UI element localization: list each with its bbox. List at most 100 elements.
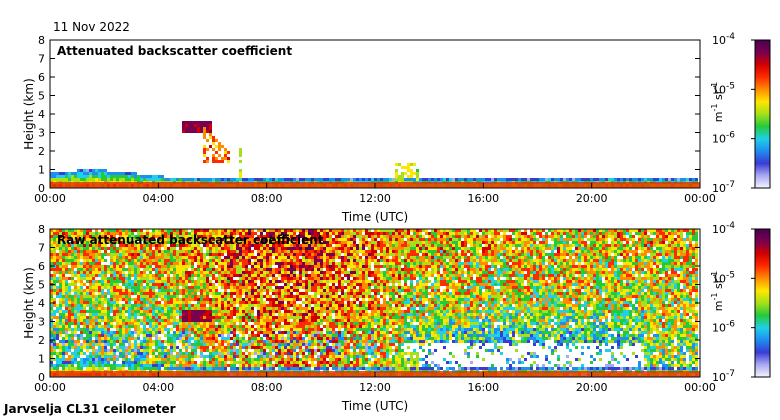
heatmap-cell <box>98 175 101 178</box>
heatmap-cell <box>236 238 239 241</box>
heatmap-cell <box>407 175 410 178</box>
heatmap-cell <box>212 250 215 253</box>
heatmap-cell <box>107 280 110 283</box>
heatmap-cell <box>164 256 167 259</box>
heatmap-cell <box>56 367 59 370</box>
heatmap-cell <box>71 316 74 319</box>
heatmap-cell <box>185 247 188 250</box>
heatmap-cell <box>173 235 176 238</box>
heatmap-cell <box>242 307 245 310</box>
heatmap-cell <box>161 244 164 247</box>
heatmap-cell <box>128 259 131 262</box>
heatmap-cell <box>173 319 176 322</box>
heatmap-cell <box>155 319 158 322</box>
heatmap-cell <box>185 367 188 370</box>
heatmap-cell <box>86 346 89 349</box>
heatmap-cell <box>191 253 194 256</box>
heatmap-cell <box>257 238 260 241</box>
heatmap-cell <box>143 322 146 325</box>
heatmap-cell <box>77 268 80 271</box>
heatmap-cell <box>158 355 161 358</box>
heatmap-cell <box>140 235 143 238</box>
heatmap-cell <box>95 169 98 172</box>
heatmap-cell <box>302 265 305 268</box>
heatmap-cell <box>101 358 104 361</box>
heatmap-cell <box>95 175 98 178</box>
heatmap-cell <box>62 292 65 295</box>
heatmap-cell <box>233 274 236 277</box>
heatmap-cell <box>227 343 230 346</box>
heatmap-cell <box>155 322 158 325</box>
heatmap-cell <box>77 304 80 307</box>
heatmap-cell <box>101 229 104 232</box>
heatmap-cell <box>197 325 200 328</box>
heatmap-cell <box>74 280 77 283</box>
heatmap-cell <box>107 367 110 370</box>
heatmap-cell <box>104 331 107 334</box>
heatmap-cell <box>239 274 242 277</box>
heatmap-cell <box>596 178 599 181</box>
heatmap-cell <box>92 289 95 292</box>
heatmap-cell <box>110 301 113 304</box>
heatmap-cell <box>188 304 191 307</box>
heatmap-cell <box>395 178 398 181</box>
heatmap-cell <box>278 244 281 247</box>
heatmap-cell <box>212 157 215 160</box>
heatmap-cell <box>137 283 140 286</box>
heatmap-cell <box>89 178 92 181</box>
heatmap-cell <box>278 178 281 181</box>
heatmap-cell <box>83 304 86 307</box>
heatmap-cell <box>206 367 209 370</box>
heatmap-cell <box>155 337 158 340</box>
heatmap-cell <box>89 295 92 298</box>
heatmap-cell <box>134 331 137 334</box>
heatmap-cell <box>290 247 293 250</box>
heatmap-cell <box>317 328 320 331</box>
heatmap-cell <box>116 265 119 268</box>
heatmap-cell <box>74 331 77 334</box>
heatmap-cell <box>53 367 56 370</box>
heatmap-cell <box>173 178 176 181</box>
heatmap-cell <box>107 355 110 358</box>
heatmap-cell <box>686 178 689 181</box>
heatmap-cell <box>182 331 185 334</box>
heatmap-cell <box>644 178 647 181</box>
heatmap-cell <box>74 367 77 370</box>
heatmap-cell <box>221 268 224 271</box>
heatmap-cell <box>62 367 65 370</box>
heatmap-cell <box>95 298 98 301</box>
heatmap-cell <box>266 229 269 232</box>
heatmap-cell <box>77 250 80 253</box>
heatmap-cell <box>149 286 152 289</box>
heatmap-cell <box>260 268 263 271</box>
heatmap-cell <box>212 349 215 352</box>
heatmap-cell <box>413 163 416 166</box>
heatmap-cell <box>128 313 131 316</box>
heatmap-cell <box>194 340 197 343</box>
heatmap-cell <box>287 253 290 256</box>
heatmap-cell <box>308 298 311 301</box>
heatmap-cell <box>152 292 155 295</box>
heatmap-cell <box>56 307 59 310</box>
heatmap-cell <box>608 178 611 181</box>
heatmap-cell <box>272 328 275 331</box>
heatmap-cell <box>230 355 233 358</box>
heatmap-cell <box>260 292 263 295</box>
heatmap-cell <box>212 241 215 244</box>
heatmap-cell <box>185 328 188 331</box>
heatmap-cell <box>242 355 245 358</box>
heatmap-cell <box>140 322 143 325</box>
heatmap-cell <box>143 256 146 259</box>
heatmap-cell <box>206 130 209 133</box>
heatmap-cell <box>71 364 74 367</box>
heatmap-cell <box>302 349 305 352</box>
heatmap-cell <box>77 361 80 364</box>
heatmap-cell <box>74 265 77 268</box>
heatmap-cell <box>263 250 266 253</box>
heatmap-cell <box>212 244 215 247</box>
heatmap-cell <box>275 337 278 340</box>
heatmap-cell <box>248 307 251 310</box>
heatmap-cell <box>191 292 194 295</box>
heatmap-cell <box>212 355 215 358</box>
heatmap-cell <box>176 352 179 355</box>
